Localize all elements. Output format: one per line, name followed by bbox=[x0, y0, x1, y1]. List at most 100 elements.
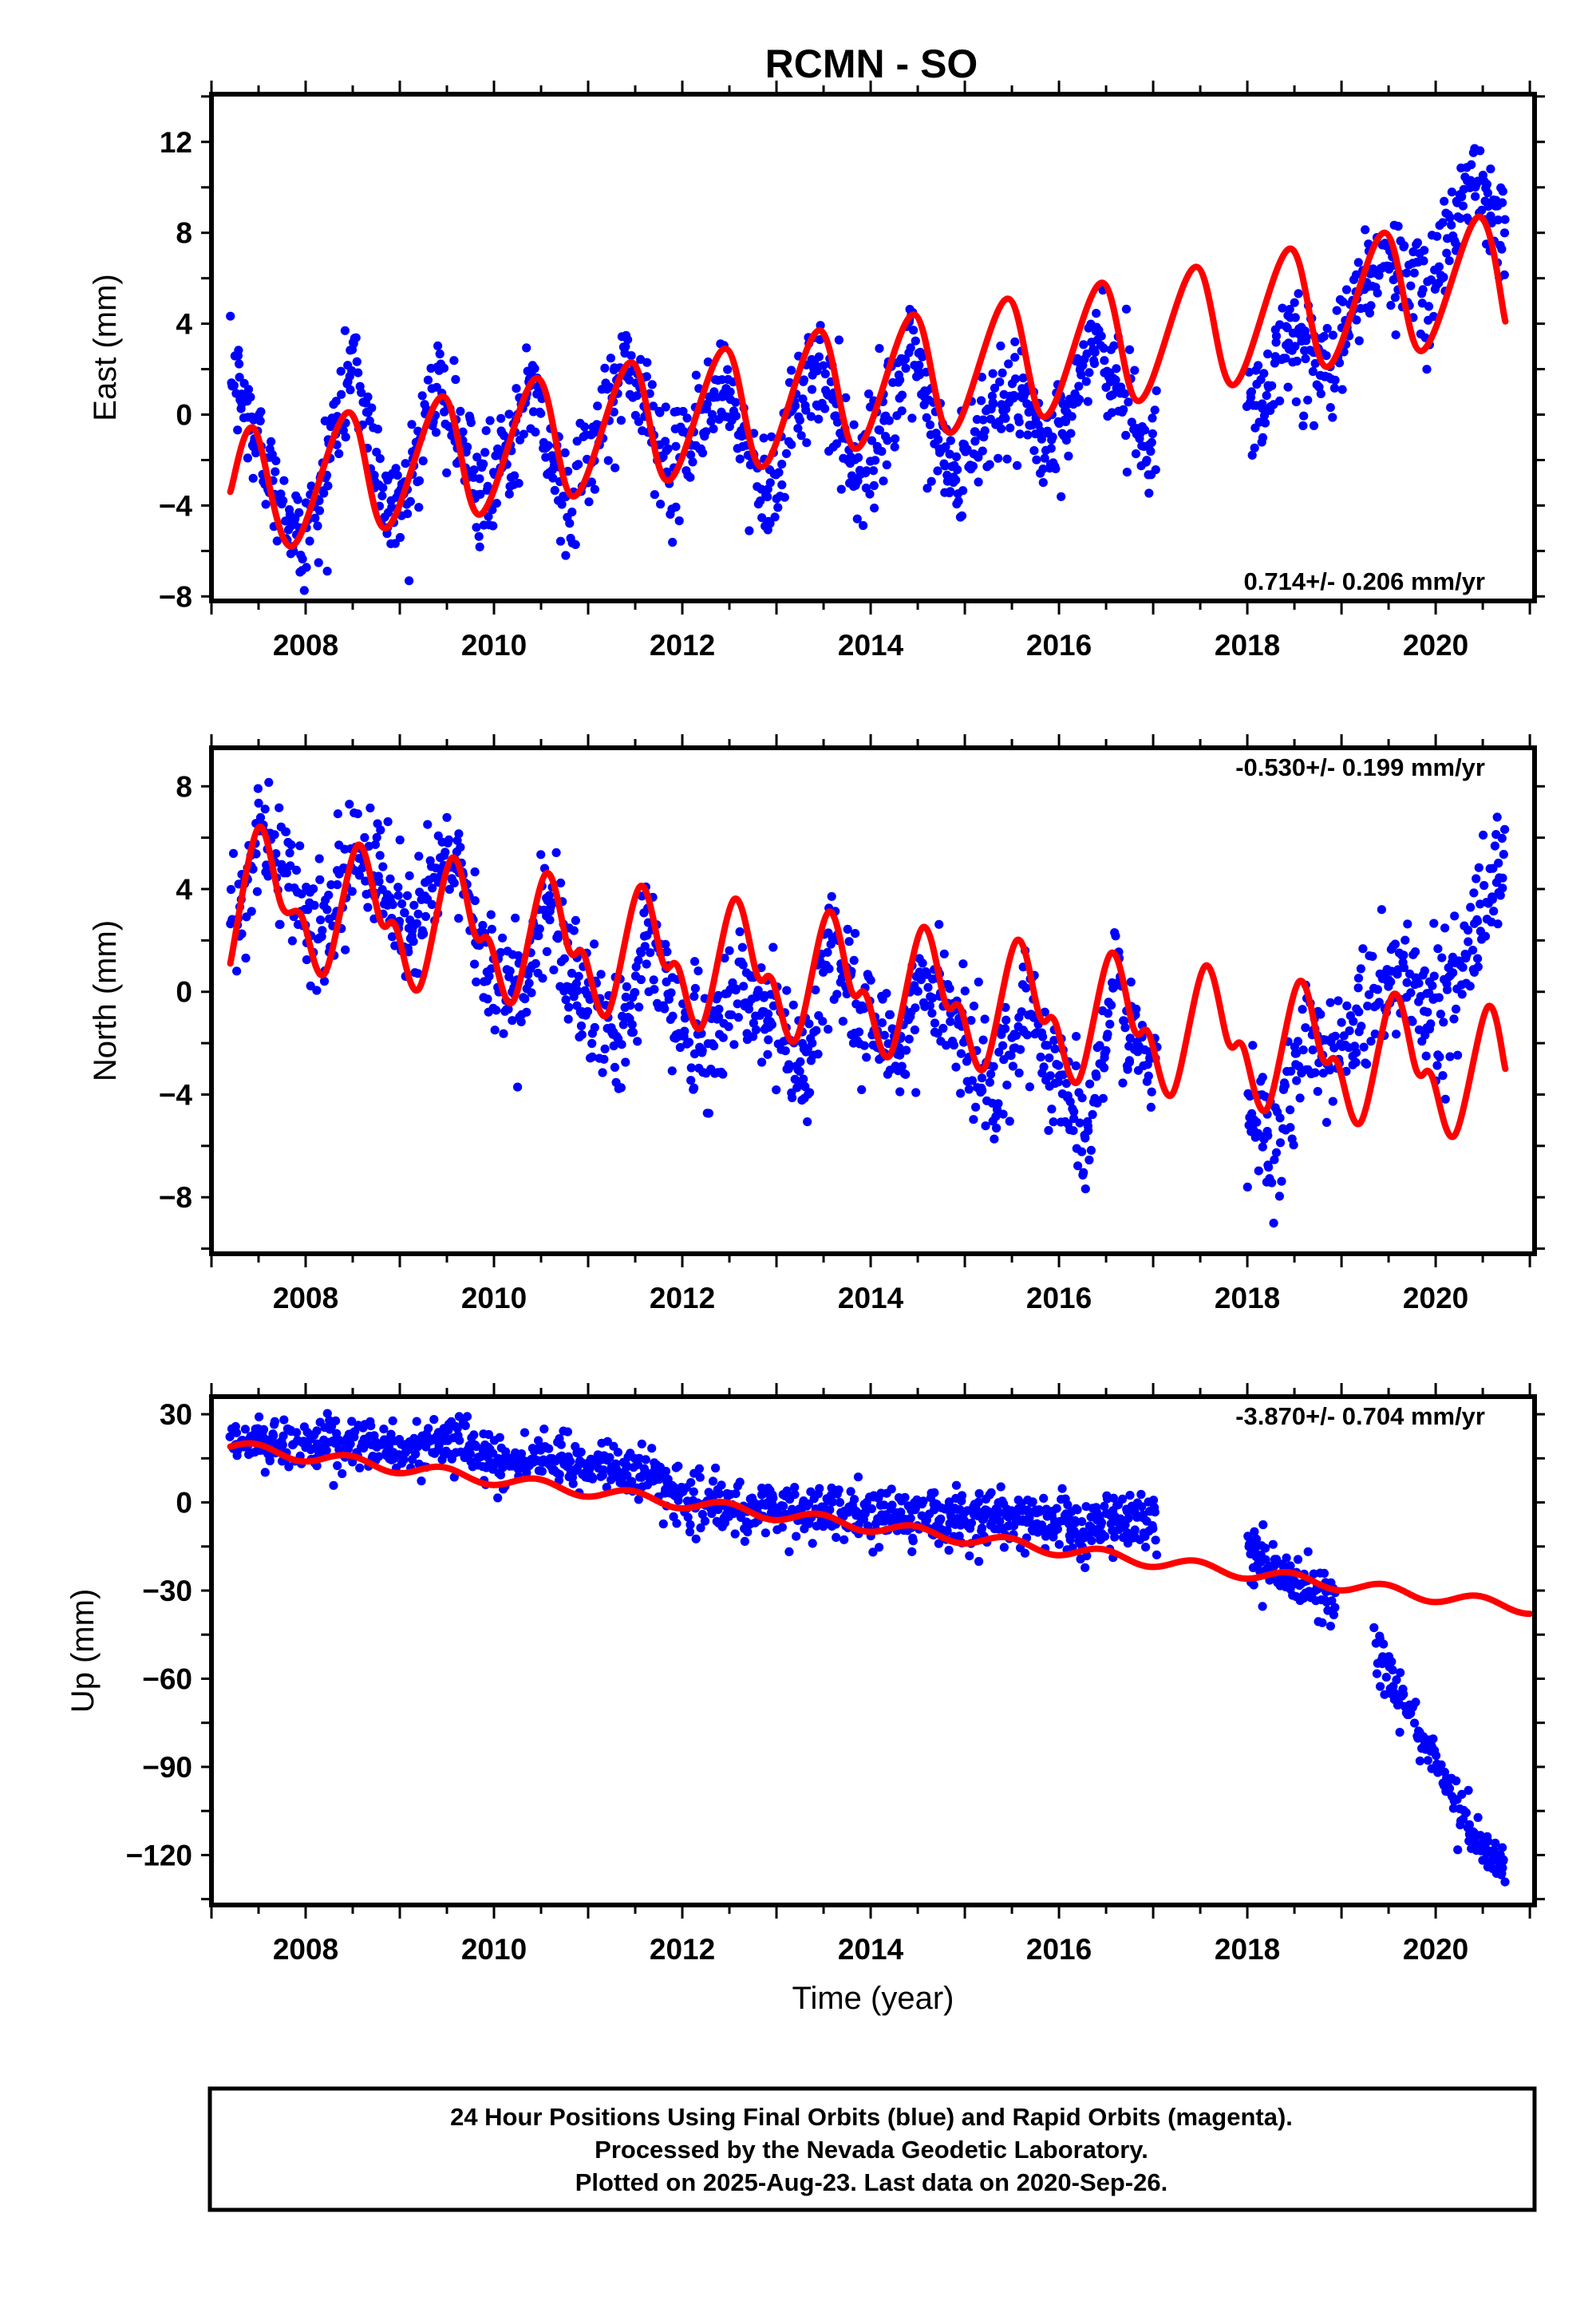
observation-dot bbox=[354, 368, 363, 377]
observation-dot bbox=[1250, 1544, 1260, 1554]
observation-dot bbox=[1010, 337, 1020, 346]
observation-dot bbox=[666, 988, 676, 998]
observation-dot bbox=[1376, 1682, 1385, 1691]
observation-dot bbox=[709, 1041, 719, 1051]
observation-dot bbox=[995, 1516, 1005, 1526]
observation-dot bbox=[965, 1551, 974, 1561]
observation-dot bbox=[1051, 464, 1061, 474]
observation-dot bbox=[1036, 1052, 1045, 1062]
observation-dot bbox=[295, 841, 305, 851]
observation-dot bbox=[279, 1415, 289, 1425]
observation-dot bbox=[1422, 365, 1432, 374]
observation-dot bbox=[559, 954, 570, 963]
observation-dot bbox=[954, 1531, 964, 1541]
observation-dot bbox=[1456, 214, 1465, 223]
observation-dot bbox=[832, 439, 842, 449]
observation-dot bbox=[825, 1505, 835, 1515]
observation-dot bbox=[1049, 1117, 1058, 1127]
observation-dot bbox=[1498, 873, 1507, 883]
observation-dot bbox=[1028, 1497, 1037, 1507]
observation-dot bbox=[795, 1066, 804, 1076]
observation-dot bbox=[338, 1468, 347, 1479]
observation-dot bbox=[1298, 421, 1308, 431]
observation-dot bbox=[1008, 1061, 1017, 1071]
observation-dot bbox=[590, 484, 600, 494]
observation-dot bbox=[1271, 331, 1282, 341]
footnote-box: 24 Hour Positions Using Final Orbits (bl… bbox=[207, 2086, 1537, 2212]
observation-dot bbox=[1278, 303, 1287, 313]
observation-dot bbox=[409, 900, 419, 910]
observation-dot bbox=[1038, 464, 1048, 474]
observation-dot bbox=[549, 965, 559, 974]
y-tick-label: 0 bbox=[176, 1487, 192, 1520]
observation-dot bbox=[1039, 1062, 1049, 1072]
observation-dot bbox=[440, 848, 450, 857]
observation-dot bbox=[824, 964, 834, 974]
observation-dot bbox=[271, 849, 281, 859]
observation-dot bbox=[1267, 381, 1277, 390]
observation-dot bbox=[790, 1074, 800, 1084]
observation-dot bbox=[1321, 351, 1331, 361]
observation-dot bbox=[1338, 297, 1348, 306]
observation-dot bbox=[853, 476, 863, 486]
observation-dot bbox=[1483, 1836, 1493, 1846]
observation-dot bbox=[977, 1073, 987, 1083]
observation-dot bbox=[486, 910, 496, 919]
observation-dot bbox=[1100, 1501, 1109, 1511]
observation-dot bbox=[1119, 405, 1128, 414]
observation-dot bbox=[621, 992, 630, 1002]
observation-dot bbox=[1420, 246, 1429, 255]
observation-dot bbox=[835, 1498, 845, 1508]
observation-dot bbox=[1285, 305, 1294, 314]
observation-dot bbox=[992, 1123, 1001, 1133]
observation-dot bbox=[1130, 1525, 1140, 1535]
observation-dot bbox=[1442, 248, 1452, 258]
observation-dot bbox=[478, 920, 488, 931]
observation-dot bbox=[1486, 164, 1495, 174]
observation-dot bbox=[1482, 180, 1491, 189]
observation-dot bbox=[735, 454, 745, 464]
observation-dot bbox=[680, 1026, 689, 1036]
observation-dot bbox=[563, 1427, 573, 1437]
observation-dot bbox=[1141, 1543, 1151, 1552]
up-model-curve bbox=[227, 1440, 1534, 1618]
observation-dot bbox=[1352, 315, 1361, 325]
observation-dot bbox=[777, 480, 787, 490]
observation-dot bbox=[487, 924, 497, 934]
observation-dot bbox=[733, 1013, 744, 1022]
observation-dot bbox=[879, 1030, 889, 1040]
observation-dot bbox=[1148, 1496, 1159, 1505]
observation-dot bbox=[1464, 937, 1473, 947]
observation-dot bbox=[574, 971, 583, 981]
observation-dot bbox=[1414, 978, 1424, 988]
y-tick-label: 0 bbox=[176, 976, 192, 1009]
observation-dot bbox=[403, 509, 413, 519]
observation-dot bbox=[1111, 931, 1120, 941]
observation-dot bbox=[980, 1014, 990, 1024]
x-tick-label: 2018 bbox=[1215, 1933, 1280, 1966]
observation-dot bbox=[1100, 1053, 1109, 1062]
observation-dot bbox=[449, 878, 459, 887]
observation-dot bbox=[793, 424, 803, 433]
observation-dot bbox=[610, 1062, 620, 1072]
observation-dot bbox=[442, 812, 452, 822]
observation-dot bbox=[1447, 188, 1456, 197]
observation-dot bbox=[1400, 241, 1409, 251]
observation-dot bbox=[1464, 1785, 1473, 1795]
observation-dot bbox=[452, 1424, 462, 1433]
observation-dot bbox=[1101, 1045, 1111, 1055]
observation-dot bbox=[1473, 176, 1483, 186]
observation-dot bbox=[421, 911, 431, 921]
observation-dot bbox=[1328, 1097, 1337, 1106]
observation-dot bbox=[1453, 1050, 1463, 1060]
observation-dot bbox=[857, 1085, 867, 1094]
observation-dot bbox=[622, 1462, 631, 1472]
observation-dot bbox=[1341, 285, 1352, 294]
observation-dot bbox=[571, 915, 581, 925]
observation-dot bbox=[633, 1037, 642, 1046]
observation-dot bbox=[907, 1547, 917, 1556]
observation-dot bbox=[1251, 1534, 1262, 1544]
observation-dot bbox=[1411, 1697, 1420, 1707]
observation-dot bbox=[1498, 883, 1507, 893]
observation-dot bbox=[1042, 1041, 1053, 1050]
